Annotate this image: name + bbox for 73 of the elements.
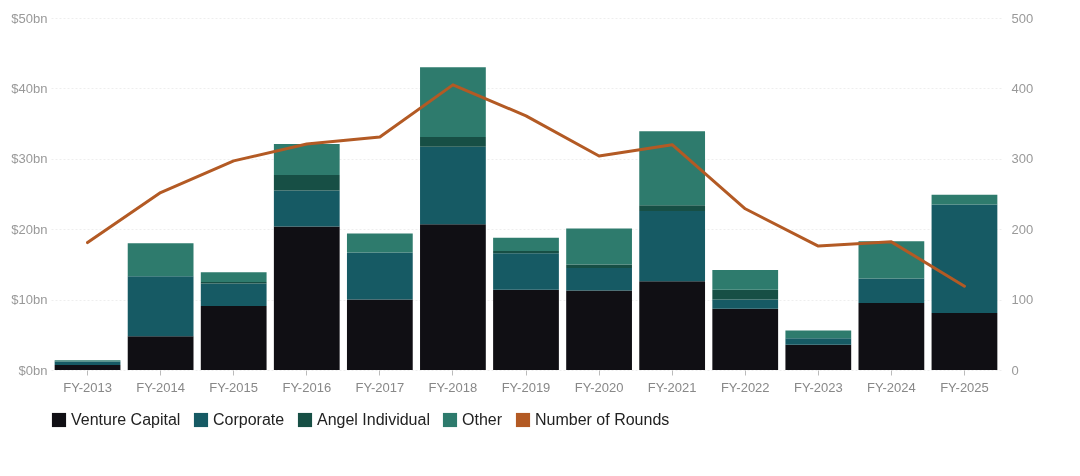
- x-tick-label: FY-2016: [282, 379, 332, 395]
- bar: [712, 270, 779, 290]
- y-tick-label: $50bn: [11, 10, 48, 26]
- bar: [54, 365, 121, 370]
- x-tick-label: FY-2018: [428, 379, 478, 395]
- bar: [639, 205, 706, 211]
- bar: [200, 305, 267, 370]
- y-tick-label: $40bn: [11, 80, 48, 96]
- legend-label: Angel Individual: [317, 411, 430, 428]
- bar: [566, 290, 632, 370]
- bar: [931, 194, 998, 205]
- bar: [420, 67, 486, 137]
- bar: [273, 144, 340, 175]
- bar: [346, 233, 413, 253]
- y2-tick-label: 500: [1011, 10, 1034, 26]
- y2-tick-label: 100: [1011, 292, 1034, 308]
- bar: [639, 281, 706, 370]
- bar: [712, 289, 779, 300]
- x-tick-label: FY-2017: [355, 379, 405, 395]
- bar: [420, 136, 486, 147]
- y-tick-label: $0bn: [18, 362, 48, 378]
- x-tick-label: FY-2015: [209, 379, 259, 395]
- bar: [127, 276, 194, 337]
- bar: [346, 299, 413, 370]
- bar: [639, 131, 706, 206]
- x-tick-label: FY-2022: [720, 379, 770, 395]
- legend-label: Number of Rounds: [535, 411, 670, 428]
- y-tick-label: $10bn: [11, 292, 48, 308]
- x-tick-label: FY-2020: [574, 379, 624, 395]
- x-tick-label: FY-2025: [940, 379, 989, 395]
- y-tick-label: $30bn: [11, 151, 48, 167]
- x-tick-label: FY-2014: [136, 379, 185, 395]
- bar: [493, 237, 559, 252]
- bar: [785, 338, 852, 345]
- x-tick-label: FY-2024: [867, 379, 916, 395]
- bar: [712, 299, 779, 309]
- line-series: [86, 83, 966, 288]
- x-tick-label: FY-2021: [647, 379, 697, 395]
- y2-tick-label: 0: [1011, 362, 1019, 378]
- bar: [420, 224, 486, 370]
- bar: [566, 228, 632, 265]
- bar: [566, 267, 632, 291]
- bar: [566, 264, 632, 268]
- bar: [931, 204, 998, 313]
- bar: [712, 308, 779, 370]
- bar: [639, 210, 706, 282]
- bar: [785, 344, 852, 370]
- bar: [493, 289, 559, 370]
- bar: [420, 146, 486, 225]
- bar: [346, 252, 413, 300]
- y2-tick-label: 300: [1011, 151, 1034, 167]
- bar: [785, 330, 852, 339]
- legend-label: Corporate: [213, 411, 285, 428]
- bar: [493, 251, 559, 254]
- bar: [273, 174, 340, 191]
- bar: [127, 336, 194, 370]
- y-tick-label: $20bn: [11, 221, 48, 237]
- x-tick-label: FY-2023: [793, 379, 843, 395]
- bar: [858, 278, 925, 304]
- legend-label: Venture Capital: [71, 411, 181, 428]
- bar: [493, 253, 559, 290]
- bar: [127, 243, 194, 277]
- bar: [200, 283, 267, 306]
- x-tick-label: FY-2019: [501, 379, 551, 395]
- y2-tick-label: 200: [1011, 221, 1034, 237]
- bar: [200, 272, 267, 282]
- x-tick-label: FY-2013: [63, 379, 112, 395]
- legend-label: Other: [462, 411, 503, 428]
- y2-tick-label: 400: [1011, 80, 1034, 96]
- bar: [858, 303, 925, 370]
- bar: [273, 226, 340, 370]
- bar: [273, 190, 340, 227]
- bar: [931, 312, 998, 370]
